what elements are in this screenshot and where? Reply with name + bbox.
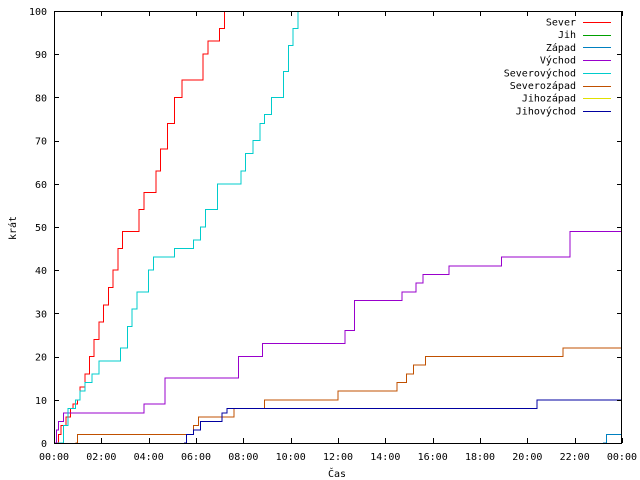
y-tick-label: 20 [35,353,47,364]
x-tick-label: 04:00 [134,452,164,463]
y-tick-label: 50 [35,223,47,234]
series-line-sever [56,11,225,444]
series-line-zapad [603,433,622,444]
legend-label: Severovýchod [504,67,576,79]
legend-label: Severozápad [510,80,576,92]
x-tick-label: 02:00 [86,452,116,463]
x-tick-label: 00:00 [39,452,69,463]
y-tick-label: 0 [41,439,47,450]
x-tick-label: 14:00 [370,452,400,463]
x-tick-label: 16:00 [418,452,448,463]
y-tick-label: 90 [35,50,47,61]
y-tick-label: 40 [35,266,47,277]
series-line-severovychod [57,11,299,444]
y-tick-label: 10 [35,396,47,407]
legend-label: Jihovýchod [516,105,576,117]
series-line-jihovychod [184,399,622,444]
legend-label: Východ [540,55,576,67]
x-tick-label: 20:00 [512,452,542,463]
y-tick-label: 100 [29,7,47,18]
x-tick-label: 00:00 [607,452,637,463]
x-tick-label: 08:00 [228,452,258,463]
y-tick-label: 80 [35,93,47,104]
series-layer [54,11,622,444]
x-tick-label: 10:00 [276,452,306,463]
x-tick-label: 12:00 [323,452,353,463]
x-tick-label: 18:00 [465,452,495,463]
series-line-severozapad [75,347,622,444]
y-tick-label: 30 [35,309,47,320]
y-tick-label: 70 [35,137,47,148]
legend-label: Západ [546,42,576,54]
legend: SeverJihZápadVýchodSeverovýchodSeverozáp… [504,18,611,117]
x-tick-label: 06:00 [181,452,211,463]
ticks-layer: 00:00 02:00 04:00 06:00 08:00 10:00 12:00 14:00… [29,7,637,463]
x-tick-label: 22:00 [560,452,590,463]
series-line-vychod [54,230,622,444]
legend-label: Jihozápad [522,93,576,105]
legend-label: Jih [558,30,576,41]
x-axis-label: Čas [328,467,346,480]
y-tick-label: 60 [35,180,47,191]
legend-label: Sever [546,18,576,29]
y-axis-label: krát [7,216,19,240]
